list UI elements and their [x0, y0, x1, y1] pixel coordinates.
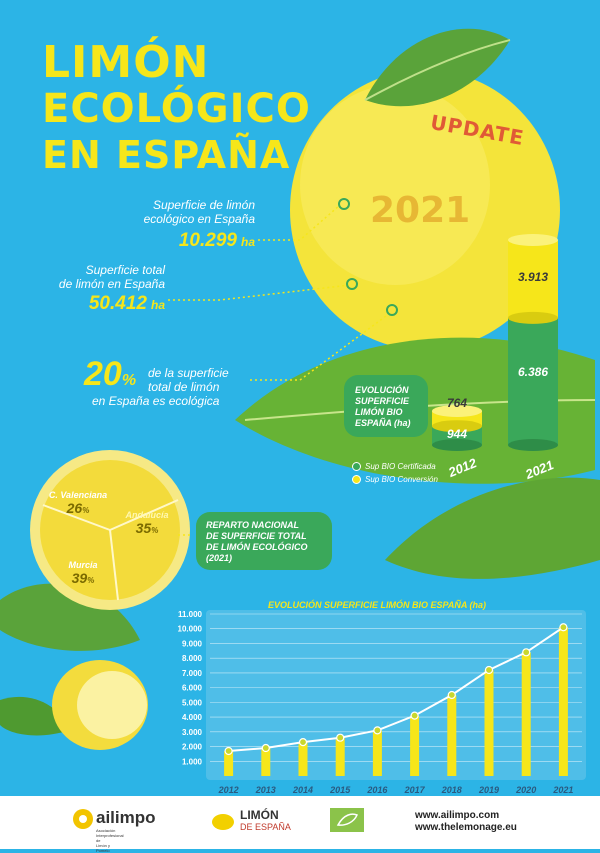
y-tick-label: 2.000	[182, 743, 203, 752]
year-badge: 2021	[370, 190, 471, 231]
footer: ailimpo Asociación Interprofesional de L…	[0, 796, 600, 853]
trend-point-2013	[261, 743, 270, 753]
eco-percentage-text-b: en España es ecológica	[92, 394, 220, 408]
reparto-panel	[196, 512, 332, 570]
bar-2020	[521, 652, 531, 776]
x-tick-label: 2015	[329, 785, 351, 795]
legend-dot-yellow	[352, 475, 361, 484]
lemon-logo-icon	[212, 814, 234, 830]
websites: www.ailimpo.com www.thelemonage.eu	[415, 810, 517, 834]
ailimpo-name: ailimpo	[96, 808, 156, 827]
trend-point-2021	[559, 623, 568, 632]
eco-surface-label: Superficie de limón ecológico en España	[143, 198, 255, 226]
bar-2021-certified	[508, 317, 558, 445]
bar-2012	[224, 750, 234, 776]
bar-2015	[335, 737, 345, 776]
legend-dot-green	[352, 462, 361, 471]
x-tick-label: 2020	[515, 785, 536, 795]
bar-2021-top	[508, 234, 558, 246]
eco-percentage: 20%	[84, 355, 137, 393]
evo-legend: Sup BIO Certificada Sup BIO Conversión	[352, 462, 438, 484]
title-line-1: LIMÓN	[42, 37, 210, 88]
y-tick-label: 3.000	[182, 728, 203, 737]
x-tick-label: 2016	[366, 785, 388, 795]
eu-organic-logo	[330, 808, 364, 832]
trend-line	[228, 626, 564, 752]
bar-2012-top	[432, 405, 482, 418]
website-ailimpo[interactable]: www.ailimpo.com	[415, 810, 500, 821]
x-tick-label: 2012	[218, 785, 239, 795]
bar-2019	[484, 669, 494, 776]
trend-point-2014	[298, 738, 308, 747]
y-tick-label: 4.000	[182, 713, 203, 722]
evolution-stacked-bars	[432, 234, 558, 451]
evolution-chart-title: EVOLUCIÓN SUPERFICIE LIMÓN BIO ESPAÑA (h…	[355, 385, 411, 428]
y-tick-label: 11.000	[178, 610, 203, 619]
bar-2012-mid	[432, 420, 482, 433]
x-tick-label: 2017	[404, 785, 426, 795]
eco-surface-value: 10.299 ha	[178, 230, 255, 251]
bar-2017	[410, 715, 420, 776]
main-title: LIMÓN ECOLÓGICO EN ESPAÑA	[42, 40, 311, 178]
y-tick-label: 8.000	[182, 654, 203, 663]
evolution-panel	[344, 375, 428, 437]
bar-2016	[372, 730, 382, 776]
title-line-2: ECOLÓGICO	[42, 86, 311, 132]
total-surface-label: Superficie total de limón en España	[58, 263, 165, 291]
bar-2012-base	[432, 439, 482, 451]
bar-2012-certified-label: 944	[446, 427, 468, 441]
limon-espana-top: LIMÓN	[240, 808, 279, 822]
legend-conversion: Sup BIO Conversión	[352, 475, 438, 484]
x-tick-label: 2019	[478, 785, 499, 795]
legend-certified: Sup BIO Certificada	[352, 462, 438, 471]
y-tick-label: 7.000	[182, 669, 203, 678]
trend-point-2020	[522, 648, 531, 657]
ailimpo-logo-mark	[73, 809, 93, 829]
trend-point-2012	[224, 746, 233, 756]
x-tick-label: 2018	[441, 785, 462, 795]
website-thelemonage[interactable]: www.thelemonage.eu	[415, 822, 517, 833]
bar-2012-conversion-label: 764	[446, 396, 468, 410]
y-tick-label: 5.000	[182, 698, 203, 707]
limon-espana-bottom: DE ESPAÑA	[240, 822, 291, 832]
bar-2021-conversion-label: 3.913	[517, 270, 549, 284]
bottom-bar-chart: 1.000 2.000 3.000 4.000 5.000 6.000 7.000 8.000…	[178, 610, 586, 795]
bar-2021-conversion	[508, 240, 558, 318]
trend-point-2015	[336, 733, 345, 742]
y-tick-label: 6.000	[182, 684, 203, 693]
bar-2014	[298, 742, 308, 776]
bottom-chart-title: EVOLUCIÓN SUPERFICIE LIMÓN BIO ESPAÑA (h…	[268, 600, 487, 610]
pie-slice-valenciana: C. Valenciana 26%	[48, 490, 108, 516]
bar-2021-certified-label: 6.386	[517, 365, 549, 379]
bar-2021	[558, 627, 568, 776]
y-tick-label: 9.000	[182, 639, 203, 648]
bar-2021-mid	[508, 311, 558, 324]
pie-slice-murcia: Murcia 39%	[68, 560, 98, 586]
ailimpo-subtitle: Asociación Interprofesional de Limón y P…	[96, 828, 124, 853]
x-tick-label: 2013	[255, 785, 276, 795]
x-tick-label: 2021	[552, 785, 573, 795]
y-tick-label: 10.000	[178, 625, 203, 634]
reparto-title: REPARTO NACIONAL DE SUPERFICIE TOTAL DE …	[206, 520, 308, 563]
eco-percentage-text-a: de la superficie total de limón	[148, 366, 229, 394]
trend-point-2016	[373, 726, 382, 735]
bar-2018	[447, 695, 457, 776]
total-surface-value: 50.412 ha	[88, 293, 165, 314]
leaf-shape	[365, 28, 510, 107]
trend-point-2018	[447, 690, 456, 700]
title-line-3: EN ESPAÑA	[42, 133, 291, 177]
x-tick-label: 2014	[292, 785, 313, 795]
y-tick-label: 1.000	[182, 757, 203, 766]
bar-2013	[261, 748, 271, 776]
trend-point-2017	[410, 711, 419, 720]
trend-point-2019	[484, 665, 494, 675]
pie-slice-andalucia: Andalucía 35%	[125, 510, 169, 536]
bar-2021-base	[508, 439, 558, 451]
